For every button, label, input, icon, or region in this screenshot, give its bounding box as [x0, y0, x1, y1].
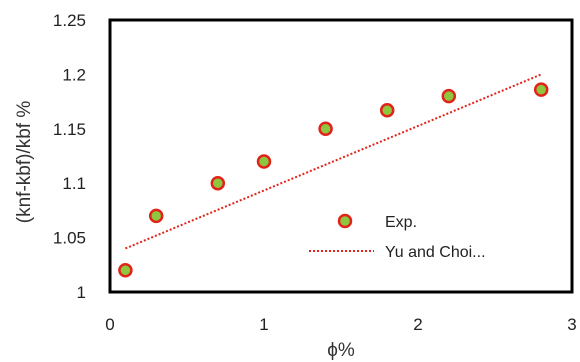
x-axis-title: ϕ% — [327, 340, 355, 361]
data-point — [533, 82, 549, 97]
trend-line — [125, 73, 542, 250]
data-point — [256, 154, 272, 169]
x-tick-labels: 0 1 2 3 — [105, 315, 576, 334]
y-axis-title: (knf-kbf)/kbf % — [14, 101, 35, 224]
legend-marker-exp — [337, 213, 353, 229]
y-tick-label: 1.05 — [53, 229, 86, 248]
legend-label-exp: Exp. — [385, 214, 417, 231]
plot-area — [108, 18, 574, 294]
legend: Exp. Yu and Choi... — [309, 213, 486, 261]
x-tick-label: 2 — [413, 315, 422, 334]
legend-label-yu-and-choi: Yu and Choi... — [385, 244, 486, 261]
y-tick-label: 1.1 — [62, 174, 86, 193]
y-tick-label: 1 — [77, 283, 86, 302]
series-yu-and-choi — [125, 73, 542, 250]
data-point — [379, 103, 395, 118]
data-point — [441, 88, 457, 104]
y-tick-label: 1.15 — [53, 120, 86, 139]
y-tick-label: 1.25 — [53, 11, 86, 30]
x-tick-label: 0 — [105, 315, 114, 334]
series-exp — [118, 82, 549, 278]
data-point — [318, 121, 333, 137]
data-point — [210, 175, 226, 191]
y-tick-label: 1.2 — [62, 65, 86, 84]
x-tick-label: 1 — [259, 315, 268, 334]
data-point — [118, 262, 133, 278]
data-point — [148, 208, 164, 224]
x-tick-label: 3 — [567, 315, 576, 334]
y-tick-labels: 1 1.05 1.1 1.15 1.2 1.25 — [53, 11, 86, 302]
